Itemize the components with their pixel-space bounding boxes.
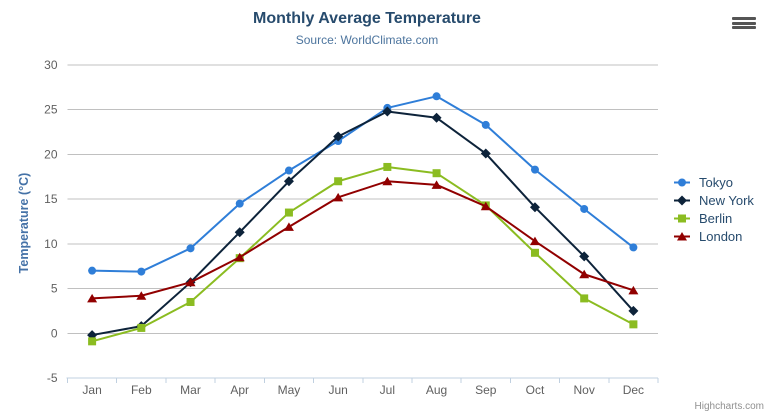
y-axis-tick-label: 20	[44, 147, 58, 161]
legend-item-new-york[interactable]: New York	[674, 192, 754, 209]
series-new-york[interactable]	[87, 106, 639, 341]
x-axis-tick-label: Mar	[180, 383, 201, 397]
chart-context-menu-button[interactable]	[730, 15, 760, 37]
x-axis-tick-label: Nov	[574, 383, 595, 397]
legend-label: New York	[699, 193, 754, 208]
legend-item-berlin[interactable]: Berlin	[674, 210, 754, 227]
x-axis-tick-label: Jan	[82, 383, 101, 397]
series-london[interactable]	[87, 176, 639, 303]
legend-label: London	[699, 229, 743, 244]
x-axis-tick-label: Aug	[426, 383, 447, 397]
y-axis-tick-label: 10	[44, 237, 58, 251]
credits-link[interactable]: Highcharts.com	[694, 401, 764, 412]
y-axis-tick-label: 25	[44, 103, 58, 117]
chart-header: Monthly Average Temperature Source: Worl…	[0, 10, 734, 47]
x-axis-tick-label: Dec	[623, 383, 644, 397]
y-axis-tick-label: 30	[44, 58, 58, 72]
x-axis-tick-label: Jun	[328, 383, 347, 397]
x-axis-tick-label: Apr	[230, 383, 249, 397]
y-axis-tick-label: 15	[44, 192, 58, 206]
chart-subtitle: Source: WorldClimate.com	[295, 33, 439, 47]
x-axis-tick-label: May	[278, 383, 301, 397]
y-axis-tick-label: 5	[51, 282, 58, 296]
legend-label: Tokyo	[699, 175, 733, 190]
triangle-marker-icon	[674, 232, 690, 241]
x-axis-tick-label: Sep	[475, 383, 497, 397]
legend: Tokyo New York Berlin London	[674, 174, 754, 245]
x-axis-tick-label: Jul	[380, 383, 395, 397]
square-marker-icon	[674, 214, 690, 223]
y-axis-tick-label: -5	[47, 371, 58, 385]
diamond-marker-icon	[674, 195, 690, 206]
legend-item-london[interactable]: London	[674, 228, 754, 245]
legend-item-tokyo[interactable]: Tokyo	[674, 174, 754, 191]
x-axis-tick-label: Feb	[131, 383, 152, 397]
chart-title: Monthly Average Temperature	[253, 10, 481, 27]
hamburger-icon	[732, 17, 758, 29]
circle-marker-icon	[674, 178, 690, 187]
x-axis-tick-label: Oct	[526, 383, 545, 397]
series-tokyo[interactable]	[88, 92, 638, 276]
legend-label: Berlin	[699, 211, 733, 226]
y-axis-tick-label: 0	[51, 326, 58, 340]
